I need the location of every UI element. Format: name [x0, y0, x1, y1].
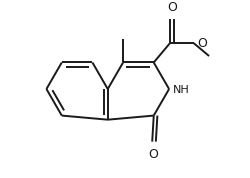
Text: O: O: [167, 1, 177, 14]
Text: O: O: [148, 148, 158, 161]
Text: NH: NH: [173, 85, 190, 95]
Text: O: O: [198, 37, 207, 50]
